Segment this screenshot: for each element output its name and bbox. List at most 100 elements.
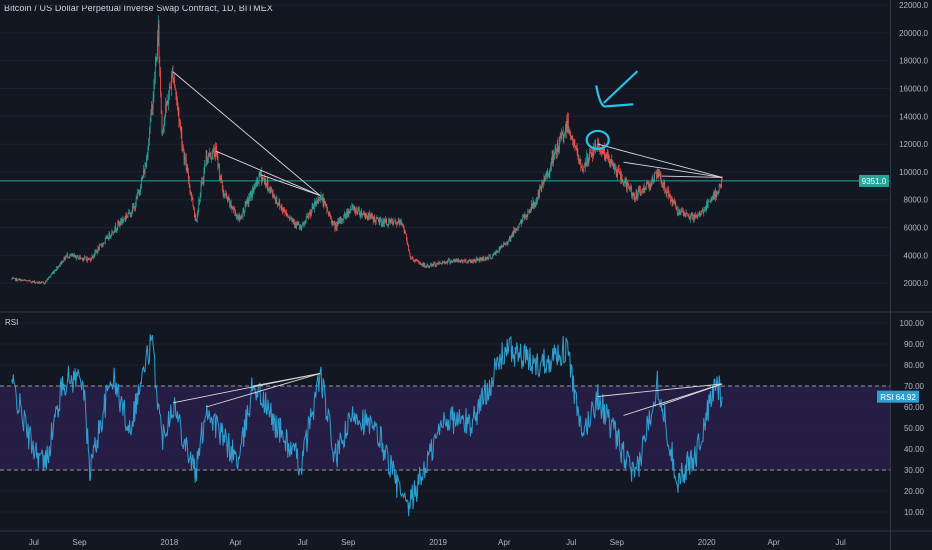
candle-body [213, 148, 214, 151]
candle-body [400, 220, 402, 224]
candle-body [612, 164, 614, 167]
candle-body [115, 229, 117, 231]
candle-body [606, 152, 608, 158]
candle-body [111, 231, 113, 236]
candle-body [90, 259, 92, 261]
candle-body [280, 206, 282, 208]
price-badge-text: 9351.0 [862, 177, 887, 186]
candle-body [117, 222, 119, 228]
candle-body [694, 214, 696, 218]
candle-body [113, 231, 115, 234]
candle-body [481, 257, 483, 260]
candle-body [320, 195, 322, 197]
candle-body [404, 231, 406, 234]
candle-body [621, 174, 623, 182]
candle-body [542, 182, 543, 184]
candle-body [368, 213, 370, 219]
candle-body [95, 251, 97, 252]
candle-body [287, 215, 289, 218]
candle-body [304, 221, 306, 225]
candle-body [419, 262, 421, 264]
candle-body [618, 169, 620, 174]
candle-body [364, 214, 366, 218]
candle-body [678, 210, 680, 214]
candle-body [588, 160, 590, 163]
candle-body [644, 188, 646, 189]
candle-body [202, 181, 203, 183]
candle-body [84, 256, 86, 259]
candle-body [263, 178, 264, 179]
candle-body [468, 259, 470, 261]
candle-body [26, 280, 27, 282]
candle-body [217, 155, 219, 167]
candle-body [42, 282, 44, 283]
price-badge [859, 174, 889, 187]
candle-body [577, 153, 579, 159]
candle-body [137, 192, 139, 198]
candle-body [133, 206, 135, 208]
candle-body [553, 154, 555, 156]
candle-body [180, 122, 181, 127]
candle-body [295, 223, 297, 226]
candle-body [160, 92, 162, 114]
candle-body [255, 185, 256, 187]
candle-body [43, 282, 44, 283]
candle-body [427, 264, 429, 266]
candle-body [321, 195, 323, 200]
candle-body [204, 164, 205, 171]
candle-body [718, 192, 719, 194]
candle-body [542, 181, 544, 184]
candle-body [129, 209, 130, 214]
candle-body [564, 133, 565, 136]
candle-body [560, 136, 562, 138]
candle-body [548, 174, 549, 176]
candle-body [183, 151, 185, 160]
candle-body [612, 164, 613, 167]
candle-body [433, 262, 435, 264]
candle-body [425, 266, 426, 268]
candle-body [195, 217, 197, 221]
candle-body [21, 279, 23, 281]
candle-body [480, 258, 482, 261]
candle-body [145, 165, 147, 167]
candle-body [595, 143, 596, 149]
candle-body [697, 215, 699, 218]
candle-body [361, 211, 362, 215]
candle-body [486, 257, 488, 258]
candle-body [478, 258, 479, 260]
candle-body [682, 211, 684, 213]
candle-body [205, 164, 206, 166]
candle-body [102, 242, 104, 246]
candle-body [303, 223, 305, 225]
candle-body [476, 258, 478, 260]
candle-body [141, 177, 143, 180]
candle-body [140, 179, 142, 189]
candle-body [239, 216, 241, 221]
candle-body [705, 207, 707, 210]
candle-body [597, 139, 599, 146]
candle-body [72, 255, 74, 256]
candle-body [615, 169, 617, 174]
rsi-pane-label: RSI [5, 318, 18, 327]
candle-body [668, 188, 669, 196]
candle-body [182, 145, 183, 147]
candle-body [598, 139, 599, 144]
candle-body [339, 219, 340, 221]
price-trendline [260, 174, 321, 196]
candle-body [650, 183, 652, 186]
candle-body [400, 220, 401, 224]
candle-body [378, 220, 380, 224]
candle-body [208, 154, 210, 157]
candle-body [664, 182, 666, 191]
candle-body [45, 280, 46, 284]
candle-body [328, 213, 330, 215]
candle-body [257, 177, 259, 182]
candle-body [227, 197, 229, 201]
candle-body [272, 193, 274, 197]
candle-body [199, 200, 200, 202]
candle-body [592, 148, 594, 156]
candle-body [121, 219, 122, 223]
candle-body [308, 213, 310, 218]
candle-body [343, 215, 345, 220]
